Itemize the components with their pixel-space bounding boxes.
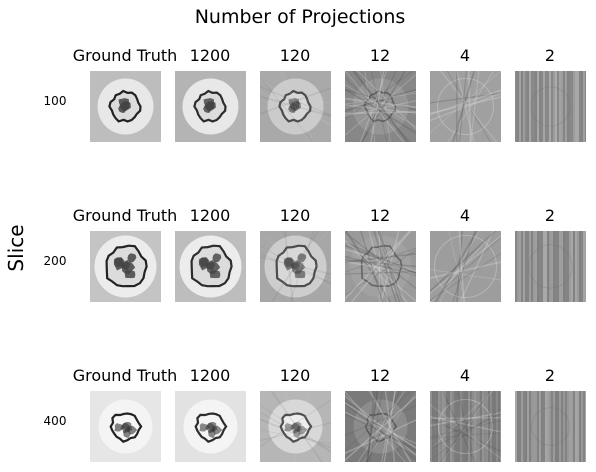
column-header-4: 4 xyxy=(459,206,471,225)
column-header-4: 4 xyxy=(459,366,471,385)
column-header-120: 120 xyxy=(279,46,311,65)
reconstruction-image xyxy=(174,231,246,302)
column-header-ground-truth: Ground Truth xyxy=(72,366,178,385)
reconstruction-image xyxy=(344,71,416,142)
reconstruction-image xyxy=(259,391,331,462)
slice-label-100: 100 xyxy=(43,94,67,108)
column-header-1200: 1200 xyxy=(189,366,231,385)
reconstruction-image xyxy=(344,231,416,302)
column-header-2: 2 xyxy=(544,366,556,385)
column-header-2: 2 xyxy=(544,46,556,65)
reconstruction-image xyxy=(259,231,331,302)
reconstruction-image xyxy=(514,231,586,302)
slice-label-400: 400 xyxy=(43,414,67,428)
reconstruction-image xyxy=(174,71,246,142)
reconstruction-image xyxy=(514,71,586,142)
column-header-4: 4 xyxy=(459,46,471,65)
reconstruction-image xyxy=(259,71,331,142)
column-header-12: 12 xyxy=(369,206,391,225)
reconstruction-image xyxy=(174,391,246,462)
column-header-120: 120 xyxy=(279,206,311,225)
y-axis-label: Slice xyxy=(4,224,28,272)
reconstruction-image xyxy=(89,71,161,142)
reconstruction-image xyxy=(429,71,501,142)
column-header-ground-truth: Ground Truth xyxy=(72,206,178,225)
column-header-120: 120 xyxy=(279,366,311,385)
column-header-2: 2 xyxy=(544,206,556,225)
column-header-1200: 1200 xyxy=(189,46,231,65)
column-header-12: 12 xyxy=(369,366,391,385)
slice-label-200: 200 xyxy=(43,254,67,268)
column-header-1200: 1200 xyxy=(189,206,231,225)
column-header-ground-truth: Ground Truth xyxy=(72,46,178,65)
figure-title: Number of Projections xyxy=(194,6,406,28)
reconstruction-image xyxy=(89,231,161,302)
column-header-12: 12 xyxy=(369,46,391,65)
reconstruction-image xyxy=(89,391,161,462)
reconstruction-image xyxy=(344,391,416,462)
reconstruction-image xyxy=(514,391,586,462)
reconstruction-image xyxy=(429,231,501,302)
reconstruction-image xyxy=(429,391,501,462)
